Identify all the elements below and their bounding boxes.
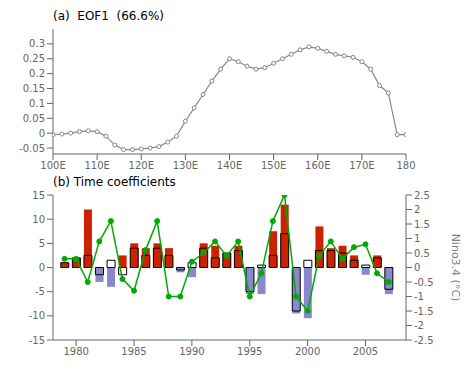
svg-text:-0.5: -0.5 (414, 277, 434, 288)
svg-text:1995: 1995 (237, 346, 262, 357)
svg-text:0.1: 0.1 (29, 98, 45, 109)
html-text:(b) Time coefficients: (b) Time coefficients (53, 175, 176, 189)
svg-text:0.2: 0.2 (29, 68, 45, 79)
svg-text:-15: -15 (29, 335, 45, 346)
svg-text:15: 15 (32, 190, 45, 201)
svg-text:110E: 110E (84, 160, 109, 171)
html-text:(a) EOF1 (66.6%): (a) EOF1 (66.6%) (53, 9, 164, 23)
svg-text:180: 180 (396, 160, 415, 171)
svg-text:2: 2 (414, 204, 420, 215)
svg-text:-2.5: -2.5 (414, 335, 434, 346)
svg-text:2005: 2005 (353, 346, 378, 357)
svg-text:0: 0 (39, 262, 45, 273)
svg-text:120E: 120E (129, 160, 154, 171)
svg-text:-10: -10 (29, 310, 45, 321)
svg-text:170E: 170E (349, 160, 374, 171)
svg-text:0.3: 0.3 (29, 38, 45, 49)
svg-text:0.5: 0.5 (414, 248, 430, 259)
svg-text:2000: 2000 (295, 346, 320, 357)
svg-text:0.25: 0.25 (23, 53, 45, 64)
svg-text:-5: -5 (35, 286, 45, 297)
svg-text:150E: 150E (261, 160, 286, 171)
svg-text:130E: 130E (173, 160, 198, 171)
svg-text:-1.5: -1.5 (414, 306, 434, 317)
svg-text:1985: 1985 (121, 346, 146, 357)
svg-text:-0.05: -0.05 (19, 143, 45, 154)
svg-text:0.15: 0.15 (23, 83, 45, 94)
svg-text:-1: -1 (414, 291, 424, 302)
svg-text:1: 1 (414, 233, 420, 244)
svg-text:10: 10 (32, 214, 45, 225)
svg-text:1980: 1980 (63, 346, 88, 357)
svg-text:1990: 1990 (179, 346, 204, 357)
svg-text:-2: -2 (414, 320, 424, 331)
svg-text:0: 0 (414, 262, 420, 273)
svg-text:1.5: 1.5 (414, 219, 430, 230)
svg-text:160E: 160E (305, 160, 330, 171)
svg-text:0: 0 (39, 128, 45, 139)
svg-text:2.5: 2.5 (414, 190, 430, 201)
svg-text:100E: 100E (40, 160, 65, 171)
svg-text:5: 5 (39, 238, 45, 249)
svg-text:Nino3.4 (°C): Nino3.4 (°C) (449, 234, 462, 302)
svg-text:140E: 140E (217, 160, 242, 171)
svg-text:0.05: 0.05 (23, 113, 45, 124)
